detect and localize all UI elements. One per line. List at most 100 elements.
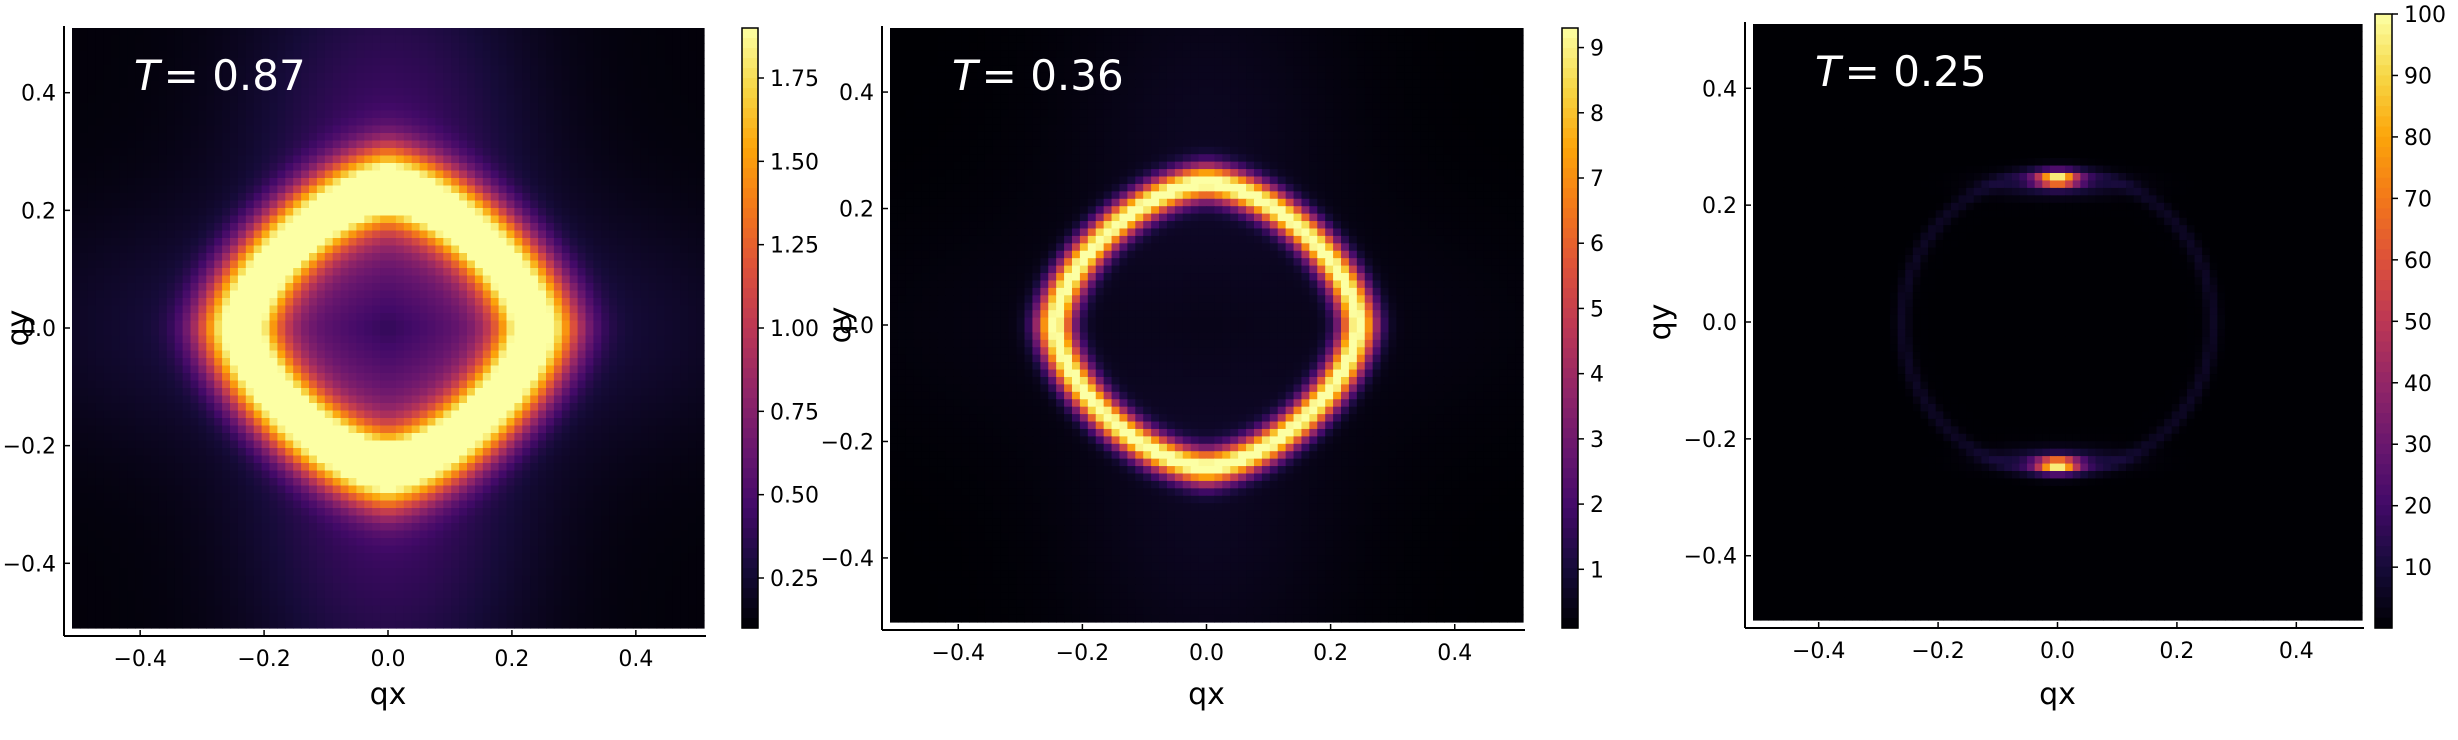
heatmap-cell <box>253 103 263 112</box>
heatmap-cell <box>696 365 705 374</box>
heatmap-cell <box>277 118 286 127</box>
heatmap-cell <box>546 253 555 262</box>
heatmap-cell <box>198 275 207 284</box>
heatmap-cell <box>158 103 168 112</box>
heatmap-cell <box>253 178 263 187</box>
heatmap-cell <box>198 73 207 82</box>
heatmap-cell <box>174 80 184 89</box>
heatmap-cell <box>585 455 594 464</box>
heatmap-cell <box>561 163 571 172</box>
heatmap-cell <box>696 200 705 209</box>
heatmap-cell <box>72 35 81 44</box>
heatmap-cell <box>316 440 326 449</box>
heatmap-cell <box>372 163 381 172</box>
heatmap-cell <box>664 440 673 449</box>
heatmap-cell <box>269 388 278 397</box>
heatmap-cell <box>143 88 152 97</box>
heatmap-cell <box>348 103 357 112</box>
heatmap-cell <box>664 28 673 37</box>
heatmap-cell <box>364 88 373 97</box>
heatmap-cell <box>601 410 610 419</box>
heatmap-cell <box>340 275 350 284</box>
heatmap-cell <box>553 163 563 172</box>
heatmap-cell <box>609 433 618 442</box>
heatmap-cell <box>348 208 357 217</box>
heatmap-cell <box>340 125 350 134</box>
heatmap-cell <box>198 133 207 142</box>
heatmap-cell <box>538 65 547 74</box>
heatmap-cell <box>648 485 658 494</box>
heatmap-cell <box>451 35 460 44</box>
heatmap-cell <box>601 373 610 382</box>
heatmap-cell <box>151 470 160 479</box>
heatmap-cell <box>245 185 255 194</box>
heatmap-cell <box>403 403 413 412</box>
heatmap-cell <box>656 238 666 247</box>
heatmap-cell <box>632 433 642 442</box>
heatmap-cell <box>546 58 555 67</box>
heatmap-cell <box>617 455 626 464</box>
heatmap-cell <box>143 320 152 329</box>
heatmap-cell <box>332 418 342 427</box>
heatmap-cell <box>230 28 239 37</box>
heatmap-cell <box>340 365 350 374</box>
heatmap-cell <box>364 208 373 217</box>
heatmap-cell <box>372 455 381 464</box>
heatmap-cell <box>324 148 334 157</box>
heatmap-cell <box>151 260 160 269</box>
heatmap-cell <box>474 238 484 247</box>
heatmap-cell <box>435 463 444 472</box>
heatmap-cell <box>261 463 271 472</box>
heatmap-cell <box>151 425 160 434</box>
heatmap-cell <box>95 440 105 449</box>
heatmap-cell <box>506 50 515 59</box>
heatmap-cell <box>214 313 223 322</box>
heatmap-cell <box>182 313 192 322</box>
heatmap-cell <box>285 380 294 389</box>
heatmap-cell <box>648 238 658 247</box>
heatmap-cell <box>403 103 413 112</box>
heatmap-cell <box>577 455 587 464</box>
heatmap-cell <box>427 260 436 269</box>
heatmap-cell <box>388 58 397 67</box>
heatmap-cell <box>206 335 215 344</box>
heatmap-cell <box>427 103 436 112</box>
heatmap-cell <box>222 155 231 164</box>
heatmap-cell <box>245 253 255 262</box>
heatmap-cell <box>696 328 705 337</box>
heatmap-cell <box>514 28 523 37</box>
heatmap-cell <box>340 103 350 112</box>
heatmap-cell <box>174 193 184 202</box>
heatmap-cell <box>332 185 342 194</box>
heatmap-cell <box>269 148 278 157</box>
heatmap-cell <box>309 95 318 104</box>
heatmap-cell <box>135 433 144 442</box>
heatmap-cell <box>546 148 555 157</box>
heatmap-cell <box>688 313 697 322</box>
heatmap-cell <box>364 178 373 187</box>
heatmap-cell <box>522 433 531 442</box>
heatmap-cell <box>277 373 286 382</box>
heatmap-cell <box>506 388 515 397</box>
heatmap-cell <box>467 155 476 164</box>
heatmap-cell <box>561 58 571 67</box>
heatmap-cell <box>301 260 310 269</box>
heatmap-cell <box>435 230 444 239</box>
heatmap-cell <box>561 425 571 434</box>
heatmap-cell <box>609 350 618 359</box>
heatmap-cell <box>656 395 666 404</box>
heatmap-cell <box>166 118 176 127</box>
heatmap-cell <box>482 65 492 74</box>
heatmap-cell <box>625 125 634 134</box>
heatmap-cell <box>530 395 539 404</box>
heatmap-cell <box>301 313 310 322</box>
heatmap-cell <box>309 28 318 37</box>
heatmap-cell <box>166 110 176 119</box>
heatmap-cell <box>380 440 389 449</box>
heatmap-cell <box>569 313 579 322</box>
heatmap-cell <box>561 343 571 352</box>
heatmap-cell <box>696 193 705 202</box>
heatmap-cell <box>538 313 547 322</box>
heatmap-cell <box>577 103 587 112</box>
heatmap-cell <box>459 185 468 194</box>
